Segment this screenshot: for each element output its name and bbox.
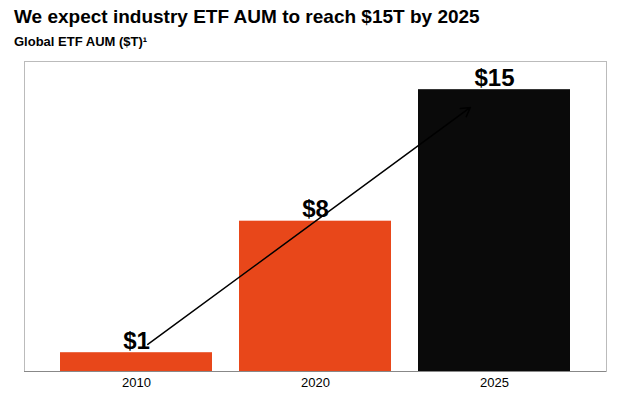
svg-text:2010: 2010	[122, 375, 151, 390]
svg-text:$8: $8	[302, 195, 329, 222]
svg-text:$1: $1	[123, 327, 150, 354]
svg-text:$15: $15	[474, 64, 514, 91]
html-text:Global ETF AUM ($T)¹: Global ETF AUM ($T)¹	[14, 34, 148, 49]
svg-text:2025: 2025	[480, 375, 509, 390]
svg-text:2020: 2020	[301, 375, 330, 390]
html-text:We expect industry ETF AUM to: We expect industry ETF AUM to reach $15T…	[14, 6, 480, 27]
